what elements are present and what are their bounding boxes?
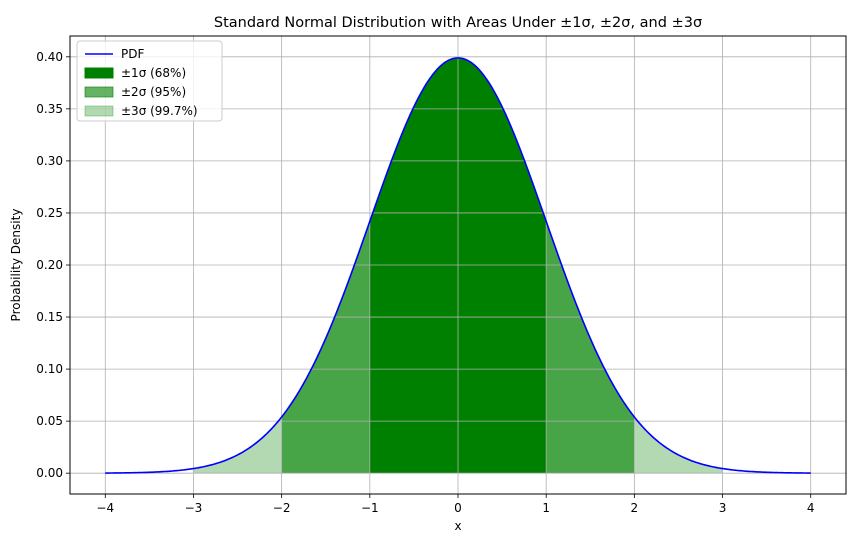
y-axis-ticks: 0.00 0.05 0.10 0.15 0.20 0.25 0.30 0.35 0.40 (36, 50, 70, 480)
x-tick-label: 4 (807, 501, 815, 515)
y-tick-label: 0.15 (36, 310, 63, 324)
legend: PDF ±1σ (68%) ±2σ (95%) ±3σ (99.7%) (76, 40, 223, 122)
x-tick-label: 3 (719, 501, 727, 515)
x-tick-label: −1 (361, 501, 379, 515)
legend-box (76, 40, 223, 122)
x-tick-label: 1 (542, 501, 550, 515)
x-axis-ticks: −4 −3 −2 −1 0 1 2 3 4 (96, 494, 815, 515)
y-tick-label: 0.35 (36, 102, 63, 116)
legend-swatch-fill (84, 105, 114, 117)
legend-swatch-fill (84, 67, 114, 79)
x-axis-label: x (454, 519, 461, 533)
legend-label: ±1σ (68%) (121, 66, 186, 80)
x-tick-label: −3 (185, 501, 203, 515)
x-tick-label: 2 (631, 501, 639, 515)
legend-label: ±2σ (95%) (121, 85, 186, 99)
legend-label: ±3σ (99.7%) (121, 104, 198, 118)
y-tick-label: 0.30 (36, 154, 63, 168)
y-tick-label: 0.10 (36, 362, 63, 376)
grid-lines (70, 36, 846, 494)
y-axis-label: Probability Density (9, 209, 23, 322)
y-tick-label: 0.20 (36, 258, 63, 272)
x-tick-label: −2 (273, 501, 291, 515)
y-tick-label: 0.40 (36, 50, 63, 64)
pdf-line-group (105, 57, 811, 474)
y-tick-label: 0.00 (36, 466, 63, 480)
x-tick-label: −4 (96, 501, 114, 515)
legend-label: PDF (121, 47, 144, 61)
y-tick-label: 0.05 (36, 414, 63, 428)
y-tick-label: 0.25 (36, 206, 63, 220)
pdf-line (105, 57, 811, 474)
x-tick-label: 0 (454, 501, 462, 515)
chart-title: Standard Normal Distribution with Areas … (214, 15, 702, 31)
legend-swatch-fill (84, 86, 114, 98)
